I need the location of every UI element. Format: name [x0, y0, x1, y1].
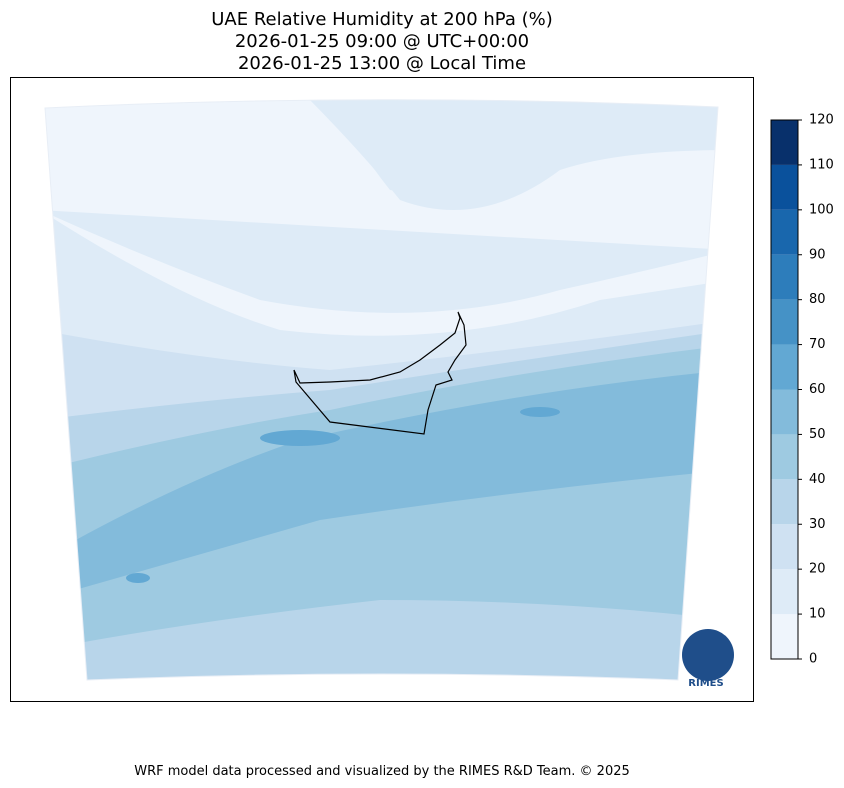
tick-label: 70: [809, 337, 826, 352]
logo-text: RIMES: [688, 678, 723, 689]
colorbar-segment: [771, 389, 798, 435]
tick-label: 60: [809, 382, 826, 397]
tick-label: 100: [809, 202, 834, 217]
tick-label: 0: [809, 652, 817, 667]
tick-label: 90: [809, 247, 826, 262]
title-line: 2026-01-25 09:00 @ UTC+00:00: [235, 31, 529, 52]
tick-label: 50: [809, 427, 826, 442]
colorbar-segment: [771, 344, 798, 390]
colorbar-segment: [771, 479, 798, 525]
colorbar-segment: [771, 569, 798, 615]
humidity-field: [45, 99, 718, 680]
title-line: UAE Relative Humidity at 200 hPa (%): [211, 9, 552, 30]
colorbar-segment: [771, 209, 798, 255]
colorbar-segment: [771, 614, 798, 659]
tick-label: 40: [809, 472, 826, 487]
tick-label: 120: [809, 113, 834, 128]
tick-label: 110: [809, 157, 834, 172]
tick-label: 80: [809, 292, 826, 307]
logo-emblem: [682, 629, 734, 681]
tick-label: 20: [809, 562, 826, 577]
footer: WRF model data processed and visualized …: [134, 764, 630, 779]
colorbar-segment: [771, 299, 798, 345]
tick-label: 30: [809, 517, 826, 532]
title-line: 2026-01-25 13:00 @ Local Time: [238, 53, 526, 74]
coastline: [293, 311, 467, 435]
colorbar-segment: [771, 254, 798, 300]
colorbar-segment: [771, 524, 798, 570]
colorbar-segment: [771, 120, 798, 165]
colorbar: 0 10 20 30 40 50 60 70 80 90 100 110 120: [770, 113, 834, 667]
domain-edge: [44, 99, 719, 681]
colorbar-segment: [771, 434, 798, 480]
colorbar-segment: [771, 164, 798, 210]
tick-label: 10: [809, 607, 826, 622]
